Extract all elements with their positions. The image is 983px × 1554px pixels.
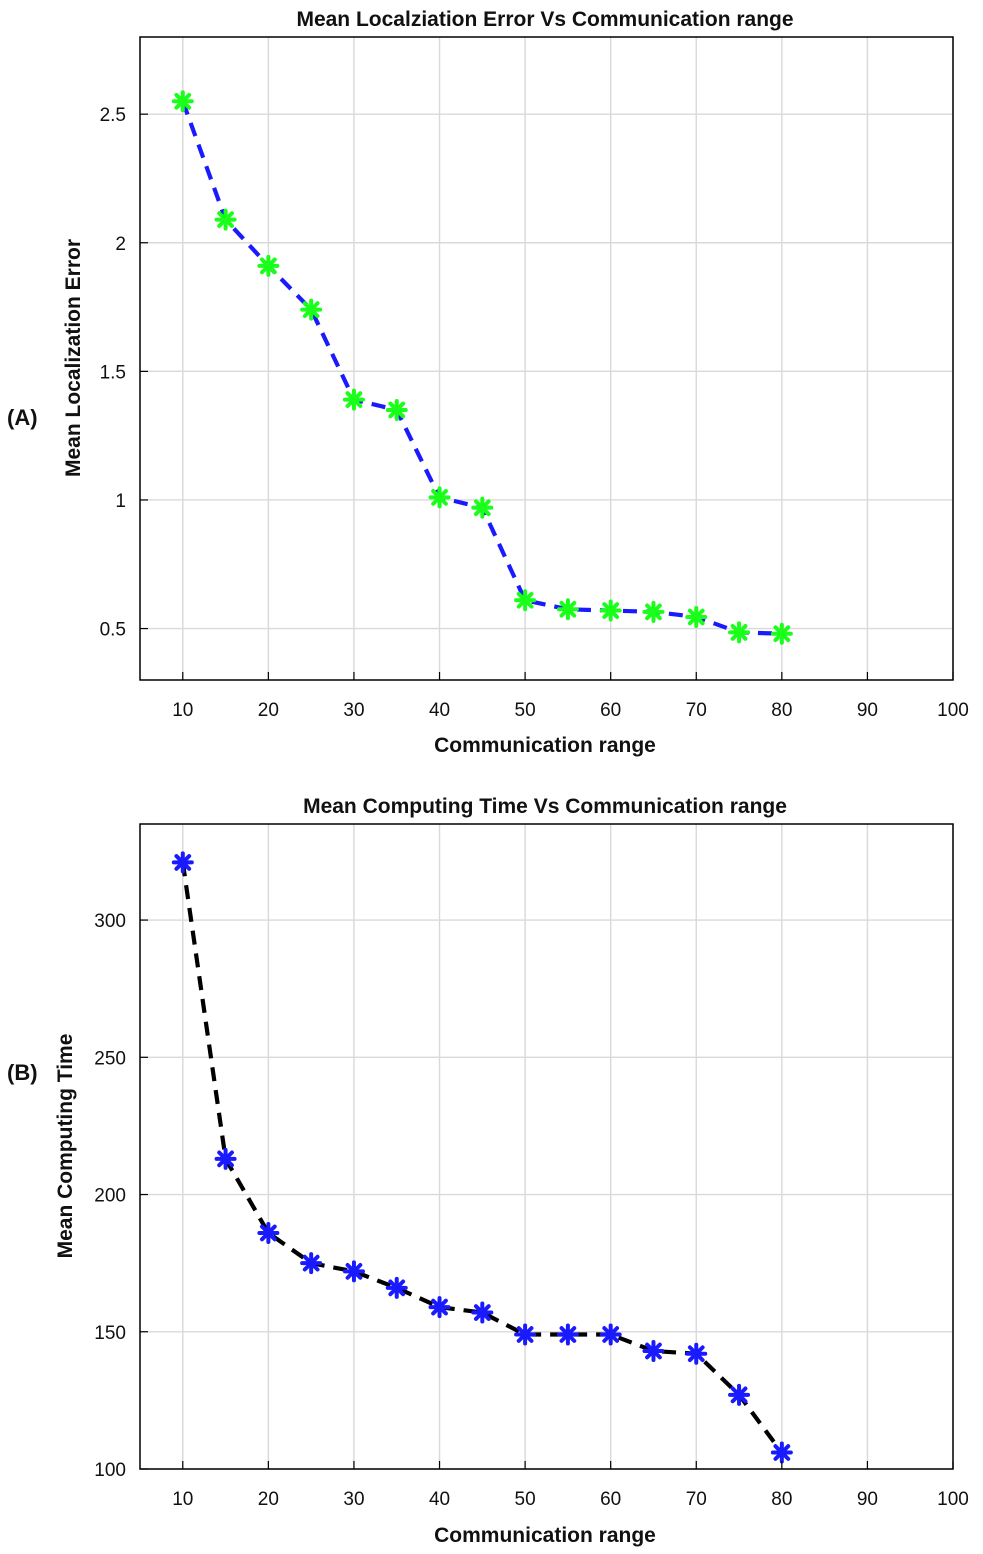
panel-b-data-point: [728, 1383, 751, 1406]
panel-b-y-tick-label: 100: [94, 1460, 126, 1481]
panel-a-x-tick-label: 40: [429, 700, 450, 721]
panel-b-data-point: [257, 1221, 280, 1244]
panel-b-x-tick-label: 70: [686, 1489, 707, 1510]
panel-b-data-point: [642, 1339, 665, 1362]
panel-a-data-point: [342, 388, 365, 411]
panel-b-data-point: [171, 851, 194, 874]
panel-b-x-tick-labels: 10 20 30 40 50 60 70 80 90 100: [172, 1461, 969, 1510]
panel-a-axes-box: [139, 36, 954, 681]
panel-a-data-point: [214, 208, 237, 231]
panel-a-data-point: [385, 398, 408, 421]
panel-b-x-tick-label: 60: [600, 1489, 621, 1510]
panel-a-data-point: [685, 605, 708, 628]
panel-a-data-point: [428, 486, 451, 509]
panel-a-x-tick-labels: 10 20 30 40 50 60 70 80 90 100: [172, 672, 969, 721]
panel-b-x-tick-label: 20: [258, 1489, 279, 1510]
panel-b-y-axis-title: Mean Computing Time: [54, 1034, 77, 1259]
panel-b-x-tick-label: 80: [771, 1489, 792, 1510]
panel-a-y-tick-label: 1: [115, 491, 126, 512]
panel-a-y-tick-label: 0.5: [100, 620, 126, 641]
panel-a-data-point: [728, 621, 751, 644]
panel-b-y-tick-label: 150: [94, 1323, 126, 1344]
panel-b-data-point: [385, 1276, 408, 1299]
panel-a-data-point: [471, 496, 494, 519]
panel-a-x-tick-label: 50: [515, 700, 536, 721]
panel-a-label: (A): [7, 405, 38, 430]
panel-b-dashed-line: [180, 862, 784, 1454]
panel-a-x-tick-label: 70: [686, 700, 707, 721]
panel-b-mean-computing-time: Mean Computing Time Vs Communication ran…: [7, 795, 969, 1547]
panel-a-y-tick-label: 2: [115, 234, 126, 255]
panel-b-x-tick-label: 30: [343, 1489, 364, 1510]
panel-b-y-tick-label: 200: [94, 1186, 126, 1207]
panel-a-grid: [140, 37, 954, 680]
panel-b-axes-box: [139, 823, 954, 1470]
panel-a-mean-localization-error: Mean Localziation Error Vs Communication…: [7, 8, 969, 757]
panel-a-data-point: [599, 599, 622, 622]
panel-b-data-point: [685, 1342, 708, 1365]
panel-a-title: Mean Localziation Error Vs Communication…: [296, 8, 793, 31]
panel-a-x-tick-label: 90: [857, 700, 878, 721]
panel-a-series-line: [180, 100, 782, 636]
panel-a-data-point: [300, 298, 323, 321]
panel-a-x-axis-title: Communication range: [434, 734, 656, 757]
panel-b-data-point: [342, 1260, 365, 1283]
panel-b-x-tick-label: 10: [172, 1489, 193, 1510]
panel-b-data-point: [514, 1323, 537, 1346]
panel-b-data-point: [300, 1252, 323, 1275]
panel-b-y-tick-label: 250: [94, 1048, 126, 1069]
panel-a-x-tick-label: 60: [600, 700, 621, 721]
panel-a-data-point: [556, 598, 579, 621]
panel-a-markers: [171, 90, 793, 645]
panel-b-y-tick-labels: 100 150 200 250 300: [94, 911, 148, 1481]
panel-b-x-tick-label: 40: [429, 1489, 450, 1510]
panel-a-x-tick-label: 20: [258, 700, 279, 721]
panel-b-data-point: [428, 1296, 451, 1319]
panel-b-x-tick-label: 100: [937, 1489, 969, 1510]
panel-b-data-point: [471, 1301, 494, 1324]
panel-b-label: (B): [7, 1060, 38, 1085]
panel-a-x-tick-label: 80: [771, 700, 792, 721]
panel-b-data-point: [599, 1323, 622, 1346]
panel-b-grid: [140, 824, 954, 1470]
panel-a-dashed-line: [180, 100, 782, 636]
panel-a-data-point: [257, 254, 280, 277]
panel-a-y-tick-label: 1.5: [100, 362, 126, 383]
panel-b-data-point: [556, 1323, 579, 1346]
panel-a-data-point: [514, 589, 537, 612]
panel-b-y-tick-label: 300: [94, 911, 126, 932]
panel-b-data-point: [214, 1147, 237, 1170]
panel-a-y-tick-labels: 0.5 1 1.5 2 2.5: [100, 105, 148, 641]
panel-b-title: Mean Computing Time Vs Communication ran…: [303, 795, 787, 818]
panel-a-x-tick-label: 10: [172, 700, 193, 721]
panel-a-x-tick-label: 30: [343, 700, 364, 721]
panel-b-x-tick-label: 50: [515, 1489, 536, 1510]
panel-b-x-tick-label: 90: [857, 1489, 878, 1510]
panel-b-data-point: [770, 1441, 793, 1464]
panel-a-y-axis-title: Mean Localization Error: [62, 239, 85, 477]
panel-b-series-line: [180, 862, 784, 1454]
panel-b-x-axis-title: Communication range: [434, 1524, 656, 1547]
panel-a-x-tick-label: 100: [937, 700, 969, 721]
panel-a-data-point: [770, 622, 793, 645]
panel-a-y-tick-label: 2.5: [100, 105, 126, 126]
panel-a-data-point: [642, 600, 665, 623]
panel-b-markers: [171, 851, 793, 1464]
panel-a-data-point: [171, 90, 194, 113]
